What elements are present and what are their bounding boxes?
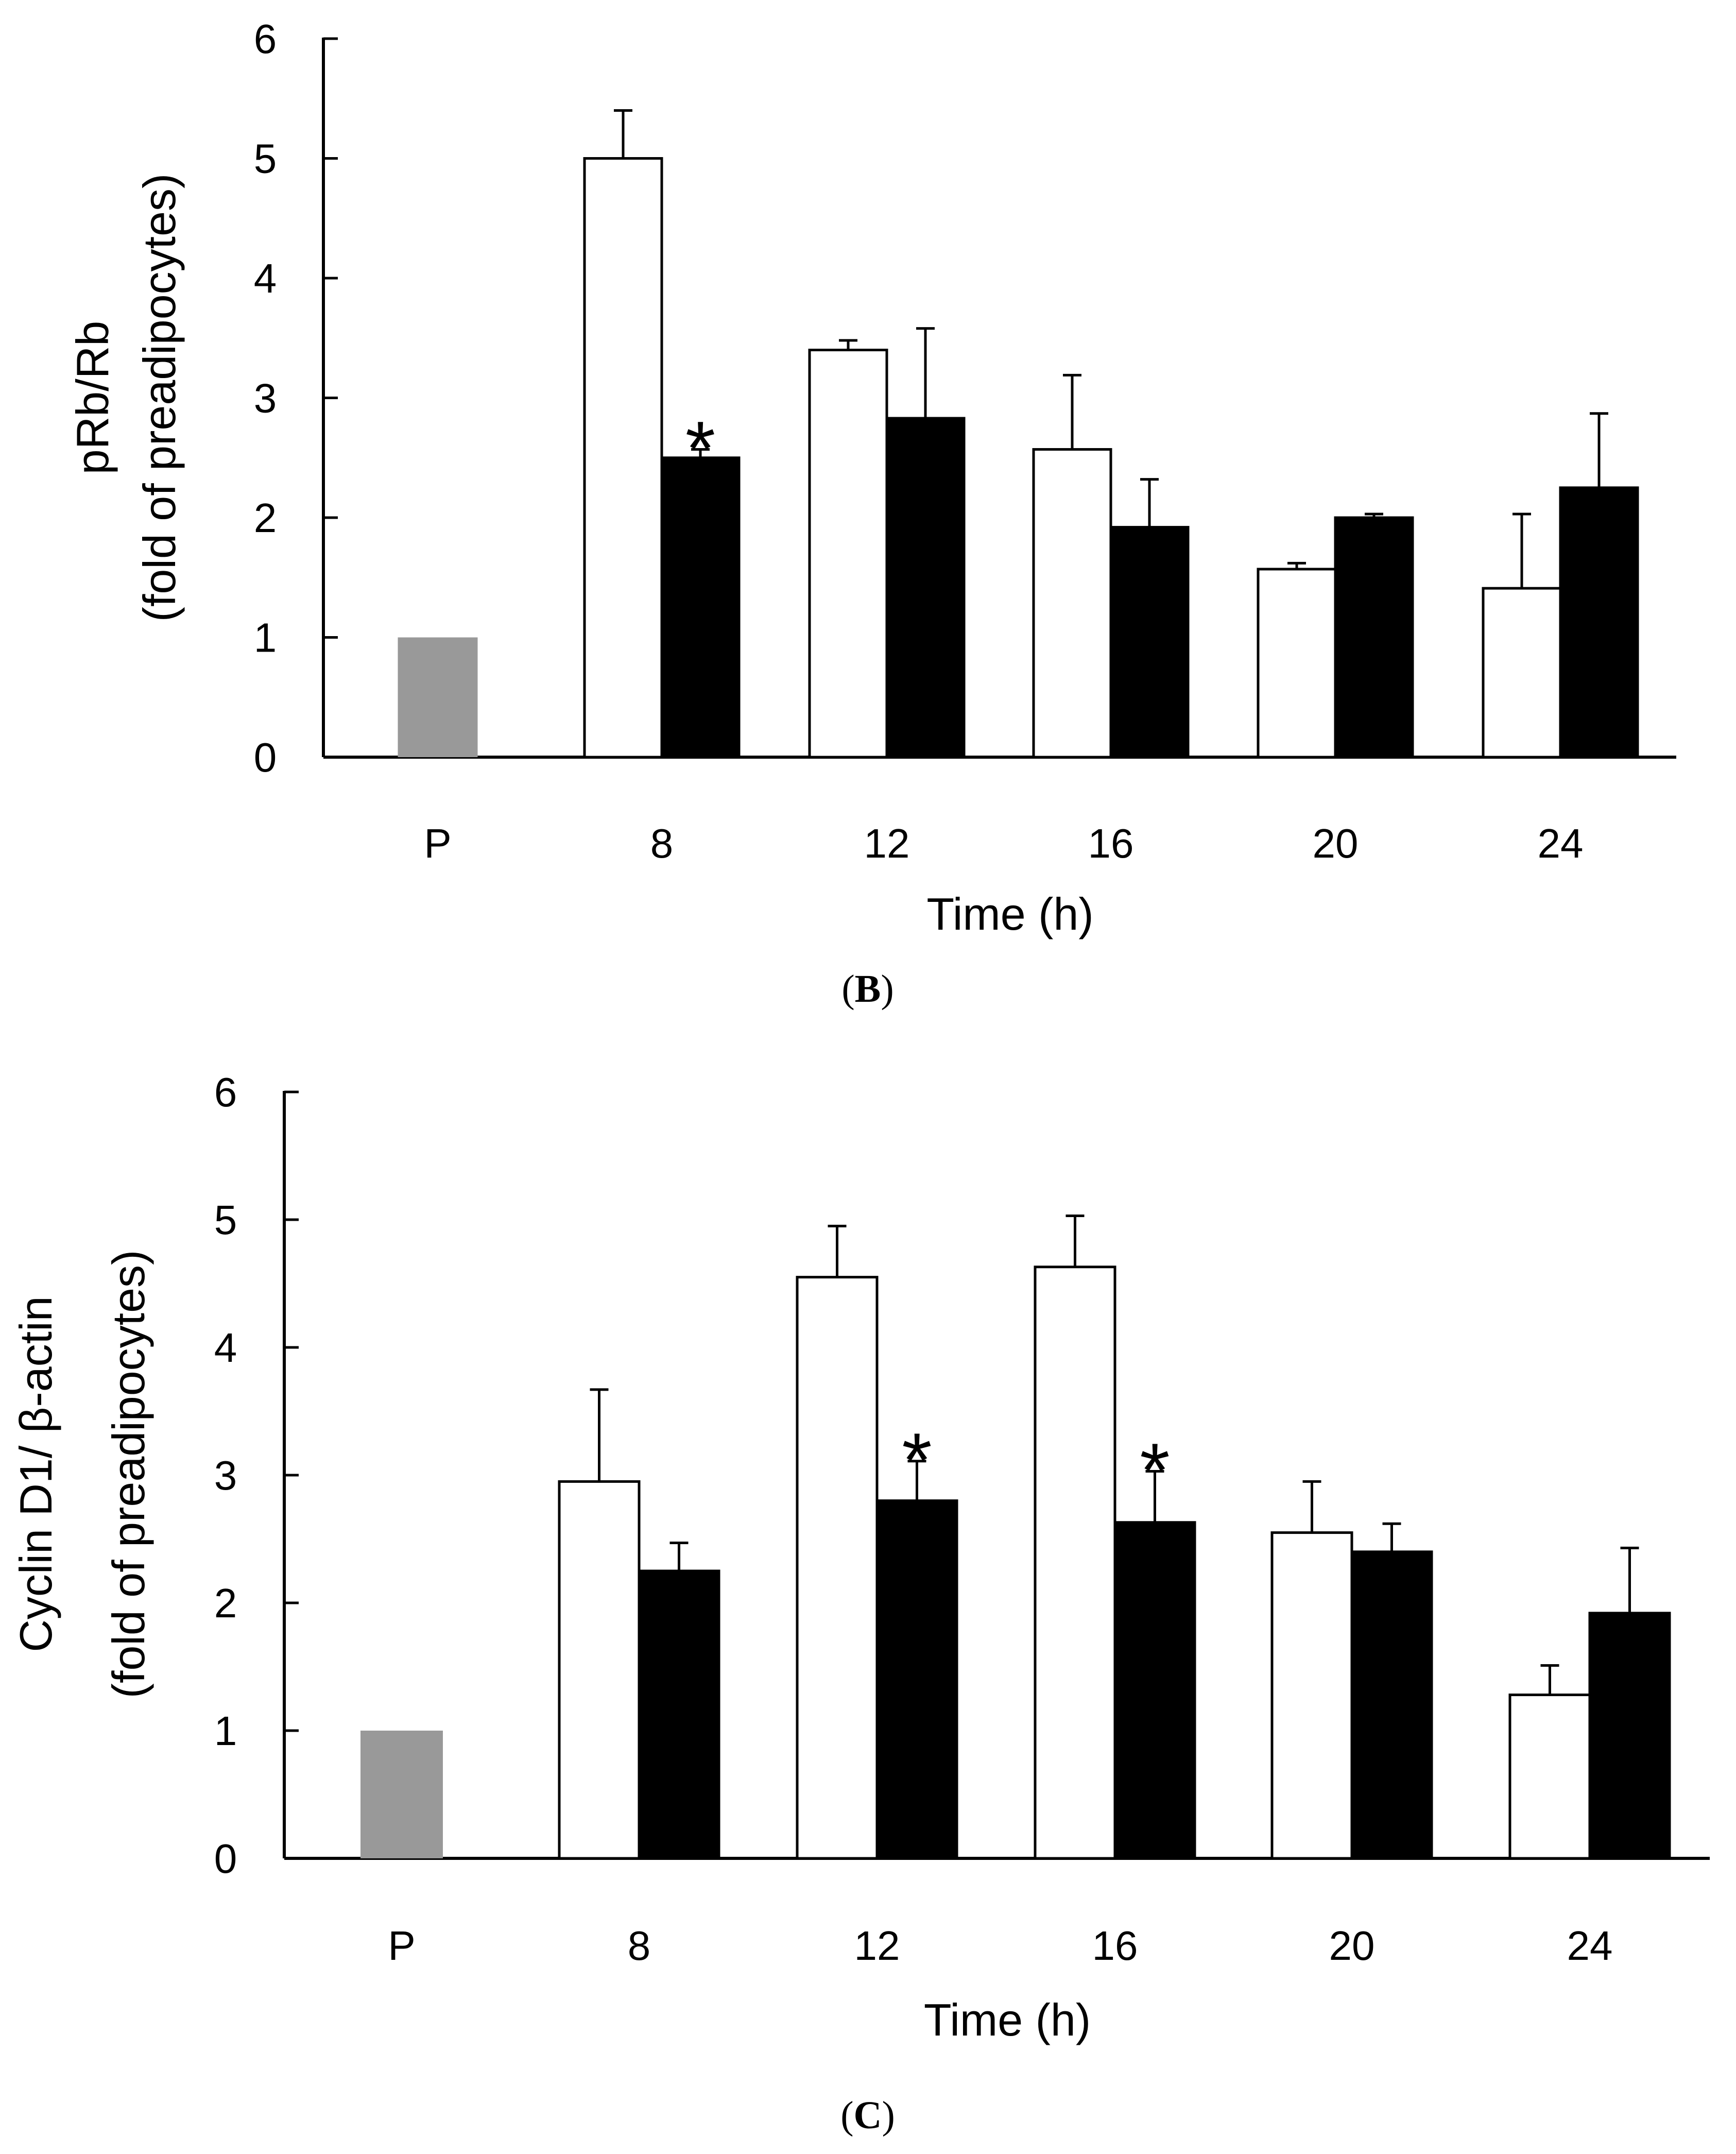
bar-filled-24 <box>1559 486 1639 759</box>
y-axis-label-line1: Cyclin D1/ β-actin <box>10 1296 61 1652</box>
panel-label-close: ) <box>882 2094 895 2137</box>
bar-filled-20 <box>1350 1550 1433 1860</box>
panel-label-open: ( <box>840 2094 853 2137</box>
y-tick-label: 3 <box>214 1452 237 1498</box>
y-axis-label-line2: (fold of preadipocytes) <box>103 1250 154 1699</box>
y-tick-label: 0 <box>254 734 277 780</box>
bar-filled-12 <box>875 1499 958 1860</box>
bar-open-8 <box>583 157 663 759</box>
bar-open-16 <box>1034 1266 1116 1860</box>
bar-open-12 <box>796 1276 879 1860</box>
x-tick-label: 12 <box>854 1923 900 1969</box>
panel-label-letter: B <box>855 967 881 1011</box>
panel-label-letter: C <box>854 2094 882 2137</box>
y-tick-label: 4 <box>214 1325 237 1371</box>
y-tick-label: 6 <box>214 1069 237 1115</box>
significance-star: * <box>1140 1427 1170 1514</box>
y-tick-label: 1 <box>214 1708 237 1754</box>
panel-label: (B) <box>841 967 893 1011</box>
panel-label: (C) <box>840 2094 895 2137</box>
panel-label-close: ) <box>881 967 893 1011</box>
bar-filled-16 <box>1113 1521 1196 1860</box>
y-axis-label-line1: pRb/Rb <box>67 321 118 474</box>
bar-open-8 <box>558 1480 641 1860</box>
y-axis-label-line2: (fold of preadipocytes) <box>134 174 185 622</box>
bar-open-24 <box>1508 1694 1591 1860</box>
x-tick-label: 24 <box>1538 820 1584 866</box>
y-tick-label: 4 <box>254 255 277 301</box>
y-tick-label: 5 <box>214 1197 237 1243</box>
bar-reference-P <box>398 637 478 757</box>
panel-b: 0 1 2 3 4 5 6 P 8 12 16 20 24 * pRb/Rb (fold of preadip… <box>0 0 1736 1025</box>
panel-label-open: ( <box>841 967 854 1011</box>
bar-filled-20 <box>1334 516 1414 759</box>
x-tick-label: 20 <box>1313 820 1359 866</box>
panel-c: 0 1 2 3 4 5 6 P 8 12 16 20 24 * * Cyclin D1/ β-actin (fo… <box>0 1051 1736 2151</box>
x-tick-label: 8 <box>650 820 674 866</box>
x-tick-label: 16 <box>1088 820 1134 866</box>
bar-open-20 <box>1257 568 1337 759</box>
bar-reference-P <box>360 1731 443 1858</box>
y-tick-label: 1 <box>254 615 277 661</box>
x-tick-label: 12 <box>864 820 910 866</box>
significance-star: * <box>685 405 715 491</box>
bar-open-24 <box>1482 587 1562 759</box>
bar-open-20 <box>1270 1531 1353 1860</box>
bar-filled-12 <box>885 417 966 759</box>
y-tick-label: 6 <box>254 16 277 62</box>
bar-filled-16 <box>1109 526 1190 759</box>
x-axis-label: Time (h) <box>924 1994 1091 2045</box>
bar-filled-24 <box>1588 1612 1671 1860</box>
bar-filled-8 <box>638 1569 720 1860</box>
bar-filled-8 <box>660 456 741 759</box>
x-tick-label: 20 <box>1329 1923 1375 1969</box>
x-axis-label: Time (h) <box>926 888 1093 939</box>
x-tick-label: 24 <box>1567 1923 1613 1969</box>
y-tick-label: 2 <box>254 495 277 541</box>
x-tick-label: P <box>388 1923 415 1969</box>
y-tick-label: 3 <box>254 375 277 421</box>
bar-open-16 <box>1032 448 1112 759</box>
bar-open-12 <box>808 349 888 759</box>
x-tick-label: 16 <box>1092 1923 1138 1969</box>
y-tick-label: 0 <box>214 1836 237 1882</box>
significance-star: * <box>902 1417 932 1503</box>
y-tick-label: 5 <box>254 136 277 182</box>
x-tick-label: 8 <box>628 1923 651 1969</box>
x-tick-label: P <box>424 820 451 866</box>
y-tick-label: 2 <box>214 1580 237 1626</box>
